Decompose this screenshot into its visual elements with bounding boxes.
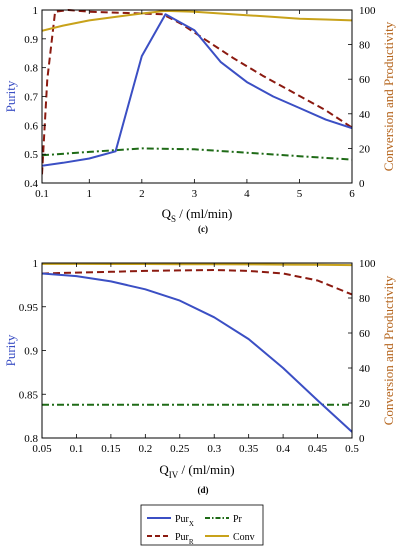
- y-right-tick-label: 100: [359, 5, 376, 17]
- y-left-axis-label: Purity: [3, 334, 18, 366]
- y-right-tick-label: 40: [359, 363, 371, 375]
- y-left-tick-label: 0.85: [19, 389, 39, 401]
- x-tick-label: 0.45: [308, 443, 328, 455]
- x-tick-label: 0.3: [207, 443, 221, 455]
- x-tick-label: 6: [349, 188, 355, 200]
- series-line-purx: [42, 272, 352, 433]
- y-right-tick-label: 60: [359, 328, 371, 340]
- x-axis-label: QIV / (ml/min): [159, 462, 234, 480]
- x-tick-label: 0.25: [170, 443, 190, 455]
- panel-c-chart: 0.1 1 2 3 4 5 6 0.4 0.5 0.6 0.7 0.8 0.9 1 0 20 40 60 80 100…: [3, 5, 396, 234]
- panel-label: (d): [198, 485, 209, 495]
- y-left-axis-label: Purity: [3, 80, 18, 112]
- y-left-tick-label: 1: [33, 5, 39, 17]
- series-line-purr: [42, 9, 352, 175]
- y-left-tick-label: 0.9: [24, 34, 38, 46]
- y-right-tick-label: 60: [359, 74, 371, 86]
- plot-frame: [41, 9, 353, 184]
- x-tick-label: 0.15: [101, 443, 121, 455]
- x-tick-label: 1: [87, 188, 93, 200]
- y-right-tick-label: 0: [359, 178, 365, 190]
- x-tick-label: 3: [192, 188, 198, 200]
- legend: PurX Pr PurR Conv: [140, 504, 264, 546]
- x-tick-label: 0.1: [70, 443, 84, 455]
- y-left-tick-label: 0.8: [24, 63, 38, 75]
- legend-label-purr: PurR: [175, 532, 194, 546]
- x-tick-label: 0.5: [345, 443, 359, 455]
- legend-label-pr: Pr: [233, 514, 243, 525]
- y-right-tick-label: 100: [359, 258, 376, 270]
- y-left-tick-label: 0.9: [24, 346, 38, 358]
- y-right-tick-label: 80: [359, 40, 371, 52]
- x-tick-label: 0.4: [276, 443, 290, 455]
- y-right-tick-label: 20: [359, 143, 371, 155]
- x-axis-label: QS / (ml/min): [162, 206, 233, 224]
- x-tick-label: 2: [139, 188, 145, 200]
- y-left-tick-label: 0.4: [24, 178, 38, 190]
- legend-box: [140, 504, 264, 546]
- series-line-conv: [42, 262, 352, 267]
- x-tick-label: 5: [297, 188, 303, 200]
- y-right-axis-label: Conversion and Productivity: [381, 21, 396, 171]
- y-left-tick-label: 0.5: [24, 149, 38, 161]
- x-tick-label: 0.2: [138, 443, 152, 455]
- series-line-purx: [42, 13, 352, 167]
- y-left-tick-label: 0.95: [19, 302, 39, 314]
- y-left-tick-label: 0.8: [24, 433, 38, 445]
- series-line-pr: [42, 147, 352, 161]
- y-left-tick-label: 1: [33, 258, 39, 270]
- y-right-tick-label: 40: [359, 109, 371, 121]
- y-right-tick-label: 0: [359, 433, 365, 445]
- x-tick-label: 0.35: [239, 443, 259, 455]
- y-left-tick-label: 0.6: [24, 120, 38, 132]
- legend-label-purx: PurX: [175, 514, 194, 528]
- y-left-tick-label: 0.7: [24, 92, 38, 104]
- legend-label-conv: Conv: [233, 532, 255, 543]
- x-tick-label: 4: [244, 188, 250, 200]
- plot-frame: [41, 262, 353, 439]
- x-tick-label: 0.05: [32, 443, 52, 455]
- series-line-conv: [42, 9, 352, 32]
- y-right-tick-label: 20: [359, 398, 371, 410]
- y-right-tick-label: 80: [359, 293, 371, 305]
- x-tick-label: 0.1: [35, 188, 49, 200]
- panel-label: (c): [198, 224, 208, 234]
- series-line-purr: [42, 269, 352, 296]
- y-right-axis-label: Conversion and Productivity: [381, 275, 396, 425]
- panel-d-chart: 0.05 0.1 0.15 0.2 0.25 0.3 0.35 0.4 0.45 0.5 0.8 0.…: [3, 258, 396, 495]
